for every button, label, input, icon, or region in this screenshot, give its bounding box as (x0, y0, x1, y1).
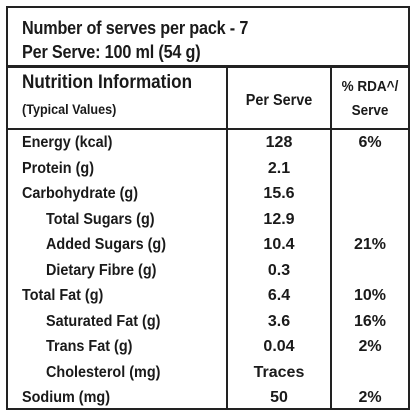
nutrient-value: 128 (265, 134, 293, 151)
column-divider (226, 68, 228, 408)
nutrient-value: 0.04 (263, 338, 295, 355)
nutrient-row-protein: Protein (g) 2.1 (8, 158, 408, 184)
nutrition-label: Number of serves per pack - 7 Per Serve:… (6, 6, 410, 410)
nutrient-rda: 21% (353, 236, 387, 253)
nutrient-name: Cholesterol (mg) (46, 363, 161, 381)
nutrient-value: 12.9 (263, 210, 295, 228)
nutrient-name: Energy (kcal) (22, 134, 113, 151)
serving-info: Number of serves per pack - 7 Per Serve:… (8, 8, 408, 68)
nutrition-info-title: Nutrition Information (22, 72, 193, 93)
nutrient-row-added-sugars: Added Sugars (g) 10.4 21% (8, 234, 408, 260)
header-divider (8, 128, 408, 130)
nutrient-rda: 16% (353, 312, 387, 330)
nutrient-name: Carbohydrate (g) (22, 185, 139, 202)
nutrient-name: Dietary Fibre (g) (46, 261, 157, 279)
nutrient-name: Added Sugars (g) (46, 236, 167, 253)
nutrient-row-total-fat: Total Fat (g) 6.4 10% (8, 285, 408, 311)
serves-per-pack: Number of serves per pack - 7 (22, 18, 249, 38)
nutrient-row-total-sugars: Total Sugars (g) 12.9 (8, 209, 408, 235)
nutrient-name: Total Sugars (g) (46, 210, 155, 228)
nutrient-value: 10.4 (263, 236, 295, 253)
nutrient-row-carbohydrate: Carbohydrate (g) 15.6 (8, 183, 408, 209)
nutrient-row-trans-fat: Trans Fat (g) 0.04 2% (8, 336, 408, 362)
nutrient-rda: 6% (358, 134, 382, 151)
nutrient-rda: 2% (358, 389, 382, 406)
nutrient-rda: 10% (353, 287, 387, 304)
typical-values-label: (Typical Values) (22, 101, 117, 117)
nutrient-name: Saturated Fat (g) (46, 312, 161, 330)
rda-header-serve: Serve (351, 102, 389, 119)
nutrient-value: 6.4 (267, 287, 291, 304)
nutrient-value: 0.3 (267, 261, 291, 279)
nutrient-value: 50 (270, 389, 288, 406)
rda-header: % RDA^/ (341, 78, 399, 95)
nutrient-row-saturated-fat: Saturated Fat (g) 3.6 16% (8, 311, 408, 337)
nutrient-rda: 2% (358, 338, 382, 355)
nutrient-name: Protein (g) (22, 159, 94, 177)
nutrient-row-cholesterol: Cholesterol (mg) Traces (8, 362, 408, 388)
nutrient-row-dietary-fibre: Dietary Fibre (g) 0.3 (8, 260, 408, 286)
nutrient-name: Sodium (mg) (22, 389, 110, 406)
nutrient-value: Traces (253, 363, 305, 381)
nutrient-row-sodium: Sodium (mg) 50 2% (8, 387, 408, 413)
nutrient-name: Total Fat (g) (22, 287, 104, 304)
serving-size: Per Serve: 100 ml (54 g) (22, 42, 201, 62)
per-serve-header: Per Serve (245, 92, 313, 109)
nutrient-rows: Energy (kcal) 128 6% Protein (g) 2.1 Car… (8, 132, 408, 413)
nutrient-row-energy: Energy (kcal) 128 6% (8, 132, 408, 158)
nutrient-value: 3.6 (267, 312, 291, 330)
column-divider (330, 68, 332, 408)
nutrient-name: Trans Fat (g) (46, 338, 133, 355)
nutrient-value: 15.6 (263, 185, 295, 202)
nutrient-value: 2.1 (267, 159, 291, 177)
